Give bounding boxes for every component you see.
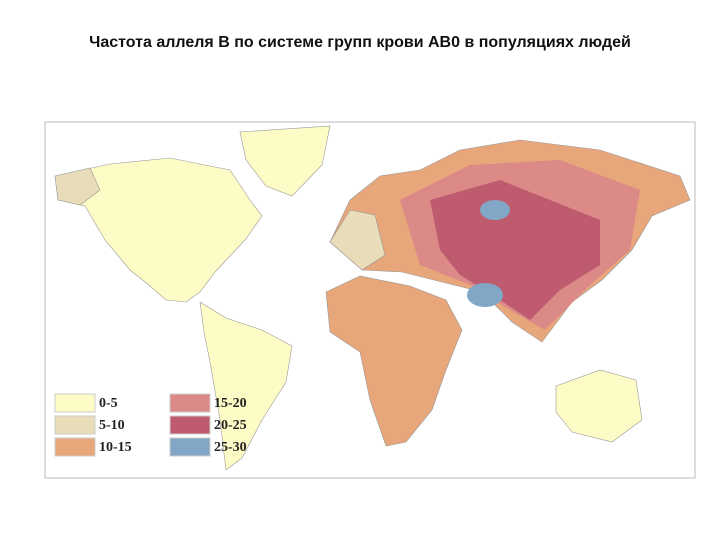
legend-label: 15-20 — [214, 396, 247, 411]
legend-swatch — [169, 393, 211, 413]
north-america — [54, 157, 263, 303]
high-zone — [430, 180, 600, 320]
blue-zone-2 — [467, 283, 503, 307]
title: Частота аллеля B по системе групп крови … — [89, 34, 631, 51]
legend-label: 0-5 — [99, 396, 118, 411]
legend-swatch — [54, 393, 96, 413]
continents — [54, 125, 691, 471]
legend-swatch — [169, 415, 211, 435]
legend-swatch — [54, 437, 96, 457]
legend-label: 25-30 — [214, 440, 247, 455]
legend-label: 5-10 — [99, 418, 125, 433]
australia — [555, 369, 643, 443]
greenland — [239, 125, 331, 197]
western-europe — [329, 209, 386, 271]
legend-swatch — [54, 415, 96, 435]
legend: 0-5 5-10 10-15 15-20 20-25 25-30 — [54, 393, 247, 457]
blue-zone-1 — [480, 200, 510, 220]
alaska — [54, 167, 101, 206]
legend-swatch — [169, 437, 211, 457]
legend-label: 20-25 — [214, 418, 247, 433]
africa — [325, 275, 463, 447]
legend-label: 10-15 — [99, 440, 132, 455]
south-america — [199, 301, 293, 471]
